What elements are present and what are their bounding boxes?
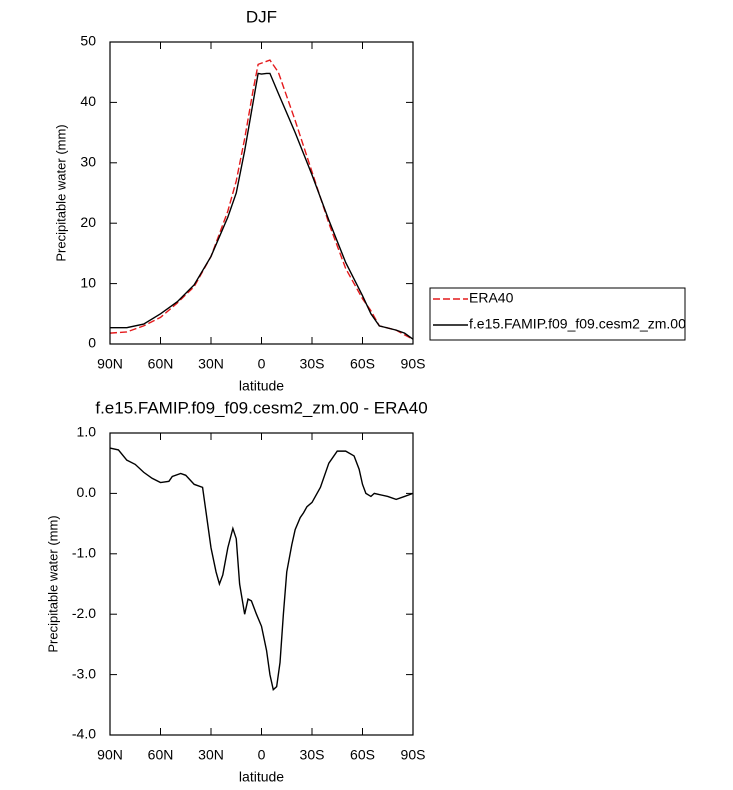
x-tick-label: 0 bbox=[258, 747, 266, 763]
y-tick-label: -1.0 bbox=[72, 545, 96, 561]
x-tick-label: 90N bbox=[97, 747, 123, 763]
y-axis-label: Precipitable water (mm) bbox=[45, 515, 60, 652]
x-tick-label: 90S bbox=[401, 356, 426, 372]
x-tick-label: 30N bbox=[198, 747, 224, 763]
y-tick-label: -3.0 bbox=[72, 665, 96, 681]
y-tick-label: 0.0 bbox=[77, 484, 97, 500]
x-tick-label: 90N bbox=[97, 356, 123, 372]
y-tick-label: 30 bbox=[80, 154, 96, 170]
chart-title: f.e15.FAMIP.f09_f09.cesm2_zm.00 - ERA40 bbox=[95, 398, 427, 417]
y-axis-label: Precipitable water (mm) bbox=[53, 124, 68, 261]
data-line bbox=[109, 447, 414, 692]
plot-frame bbox=[109, 41, 414, 345]
x-tick-label: 0 bbox=[258, 356, 266, 372]
x-axis-label: latitude bbox=[239, 769, 284, 785]
legend-box bbox=[429, 287, 686, 341]
plot-frame bbox=[109, 432, 414, 736]
y-tick-label: 10 bbox=[80, 274, 96, 290]
x-tick-label: 90S bbox=[401, 747, 426, 763]
data-line bbox=[109, 59, 414, 340]
y-tick-label: -4.0 bbox=[72, 726, 96, 742]
chart-title: DJF bbox=[246, 7, 277, 26]
y-tick-label: 0 bbox=[88, 335, 96, 351]
x-tick-label: 60N bbox=[148, 356, 174, 372]
x-tick-label: 60S bbox=[350, 356, 375, 372]
x-tick-label: 60N bbox=[148, 747, 174, 763]
x-tick-label: 30S bbox=[300, 356, 325, 372]
x-axis-label: latitude bbox=[239, 378, 284, 394]
data-line bbox=[110, 72, 414, 340]
y-tick-label: 20 bbox=[80, 214, 96, 230]
x-tick-label: 60S bbox=[350, 747, 375, 763]
legend-label: ERA40 bbox=[469, 290, 514, 306]
x-tick-label: 30N bbox=[198, 356, 224, 372]
y-tick-label: 40 bbox=[80, 93, 96, 109]
y-tick-label: 50 bbox=[80, 33, 96, 49]
y-tick-label: 1.0 bbox=[77, 424, 97, 440]
x-tick-label: 30S bbox=[300, 747, 325, 763]
y-tick-label: -2.0 bbox=[72, 605, 96, 621]
legend-label: f.e15.FAMIP.f09_f09.cesm2_zm.00 bbox=[469, 316, 686, 332]
